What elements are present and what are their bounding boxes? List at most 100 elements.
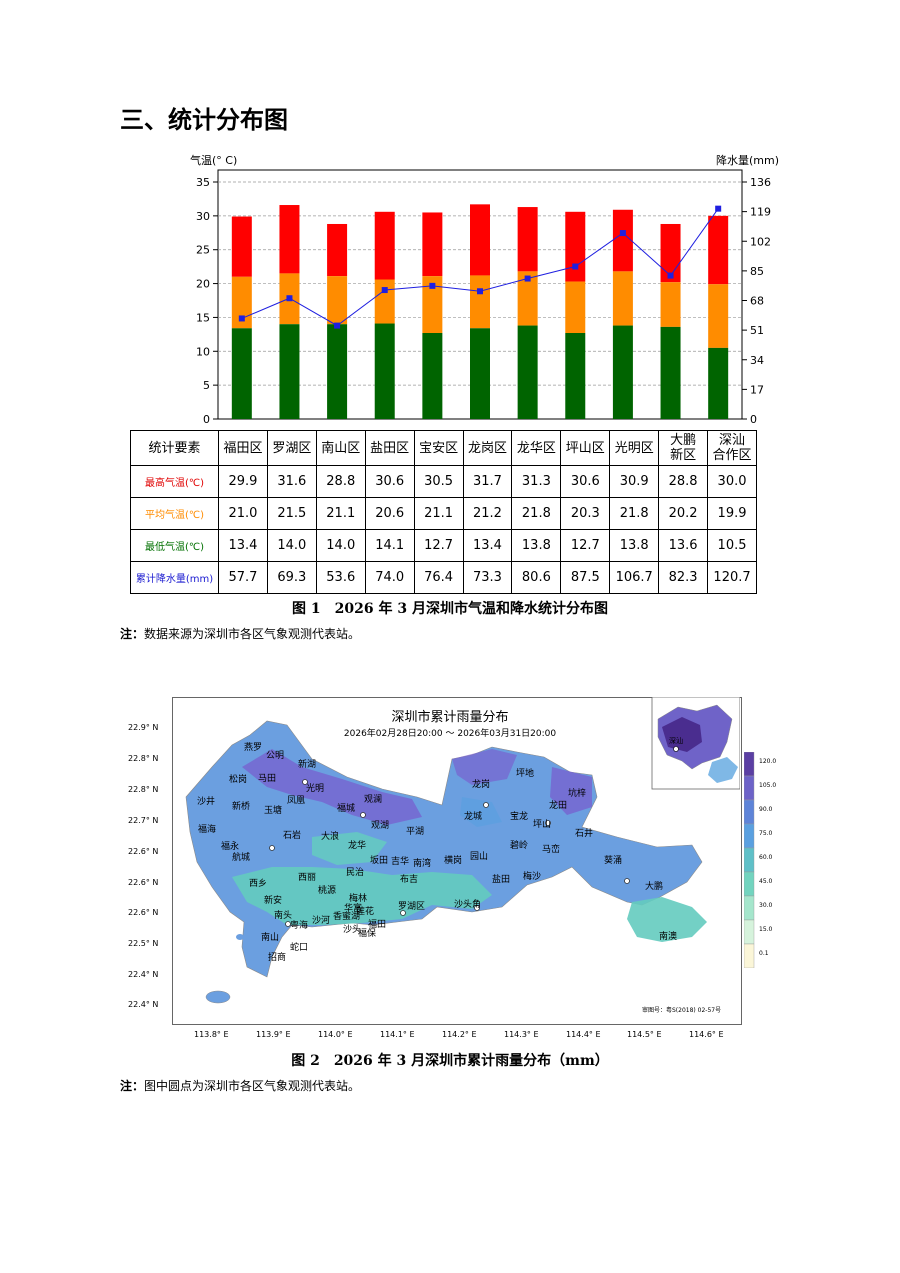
table-cell: 13.8	[511, 529, 562, 562]
place-label: 横岗	[444, 856, 463, 866]
avg-temp-bar	[517, 271, 538, 326]
station-dot	[624, 878, 630, 884]
legend-swatch	[744, 871, 755, 897]
longitude-label: 114.6° E	[689, 1030, 724, 1039]
inset-station-dot	[673, 746, 679, 752]
table-cell: 14.0	[315, 529, 366, 562]
place-label: 石井	[575, 829, 594, 839]
legend-label: 105.0	[759, 782, 777, 789]
place-label: 凤凰	[287, 796, 306, 806]
legend-label: 120.0	[759, 758, 777, 765]
place-label: 西乡	[249, 879, 268, 889]
inset-label: 深汕	[669, 736, 683, 745]
station-dot	[483, 802, 489, 808]
precipitation-point	[477, 288, 483, 295]
table-column-header: 南山区	[315, 430, 366, 466]
place-label: 罗湖区	[398, 902, 426, 912]
table-cell: 12.7	[560, 529, 611, 562]
place-label: 民治	[346, 868, 365, 878]
place-label: 观湖	[371, 821, 390, 831]
column-header-line: 福田区	[223, 440, 263, 456]
precipitation-point	[238, 315, 245, 322]
longitude-label: 114.0° E	[318, 1030, 353, 1039]
table-header-row: 统计要素 福田区 罗湖区 南山区 盐田区 宝安区 龙岗区 龙华区 坪山区 光明区 大鹏 新区 深汕 合作…	[130, 430, 757, 466]
latitude-label: 22.4° N	[128, 1000, 159, 1009]
table-cell: 21.0	[218, 497, 268, 530]
table-cell: 28.8	[658, 465, 709, 498]
table-cell: 30.6	[560, 465, 611, 498]
place-label: 大鹏	[645, 882, 664, 892]
place-label: 吉华	[391, 857, 410, 867]
place-label: 玉塘	[264, 806, 283, 816]
table-cell: 30.9	[609, 465, 660, 498]
legend-swatch	[744, 775, 755, 801]
table-cell: 57.7	[218, 561, 268, 594]
map-subtitle: 2026年02月28日20:00 ～ 2026年03月31日20:00	[343, 729, 557, 739]
latitude-label: 22.6° N	[128, 878, 159, 887]
table-cell: 30.6	[364, 465, 415, 498]
place-label: 葵涌	[604, 856, 623, 866]
table-cell: 82.3	[658, 561, 709, 594]
station-dot	[474, 905, 480, 911]
place-label: 招商	[268, 953, 287, 963]
place-label: 蛇口	[290, 943, 309, 953]
rainfall-legend-bar	[744, 752, 755, 968]
column-header-line: 龙华区	[516, 440, 556, 456]
latitude-label: 22.6° N	[128, 847, 159, 856]
precipitation-point	[429, 282, 436, 289]
place-label: 马峦	[542, 845, 561, 855]
map-title: 深圳市累计雨量分布	[391, 710, 509, 725]
place-label: 新湖	[298, 760, 317, 770]
max-temp-bar	[374, 211, 395, 280]
legend-label: 90.0	[759, 806, 773, 813]
place-label: 粤海	[290, 921, 309, 931]
place-label: 福城	[337, 804, 356, 814]
min-temp-bar	[327, 324, 348, 419]
table-cell: 13.4	[218, 529, 268, 562]
table-cell: 19.9	[707, 497, 757, 530]
place-label: 梅沙	[523, 872, 542, 882]
place-label: 龙城	[464, 812, 483, 822]
table-cell: 69.3	[266, 561, 317, 594]
latitude-label: 22.5° N	[128, 939, 159, 948]
min-temp-bar	[470, 328, 490, 419]
min-temp-bar	[517, 325, 538, 419]
legend-label: 75.0	[759, 830, 773, 837]
table-cell: 30.0	[707, 465, 757, 498]
left-tick-label: 0	[203, 413, 210, 426]
island-shape	[205, 990, 231, 1004]
map-approval-number: 审图号：粤S(2018) 02-57号	[642, 1006, 721, 1014]
min-temp-bar	[708, 347, 729, 419]
station-dot	[545, 820, 551, 826]
figure-2-caption: 图 2 2026 年 3 月深圳市累计雨量分布（mm）	[291, 1053, 609, 1069]
table-cell: 29.9	[218, 465, 268, 498]
place-label: 梅林	[349, 894, 368, 904]
precipitation-point	[524, 275, 531, 282]
place-label: 松岗	[229, 775, 248, 785]
right-axis-label: 降水量(mm)	[716, 153, 779, 167]
place-label: 公明	[266, 751, 285, 761]
place-label: 南澳	[659, 932, 678, 942]
min-temp-bar	[660, 326, 681, 419]
place-label: 盐田	[492, 875, 511, 885]
max-temp-bar	[612, 209, 633, 272]
left-tick-label: 30	[196, 210, 210, 223]
right-tick-label: 136	[750, 176, 771, 189]
station-dot	[360, 812, 366, 818]
place-label: 龙华	[348, 841, 367, 851]
left-tick-label: 5	[203, 379, 210, 392]
avg-temp-bar	[612, 271, 633, 326]
table-cell: 21.8	[609, 497, 660, 530]
left-tick-label: 15	[196, 311, 210, 324]
table-cell: 28.8	[315, 465, 366, 498]
min-temp-bar	[422, 333, 443, 419]
table-column-header: 坪山区	[560, 430, 611, 466]
column-header-line: 光明区	[614, 440, 654, 456]
table-column-header: 龙华区	[511, 430, 562, 466]
place-label: 布吉	[400, 875, 419, 885]
row-label: 累计降水量(mm)	[130, 561, 219, 594]
column-header-line: 龙岗区	[467, 440, 507, 456]
longitude-label: 114.1° E	[380, 1030, 415, 1039]
place-label: 光明	[306, 784, 325, 794]
precipitation-point	[715, 205, 722, 212]
